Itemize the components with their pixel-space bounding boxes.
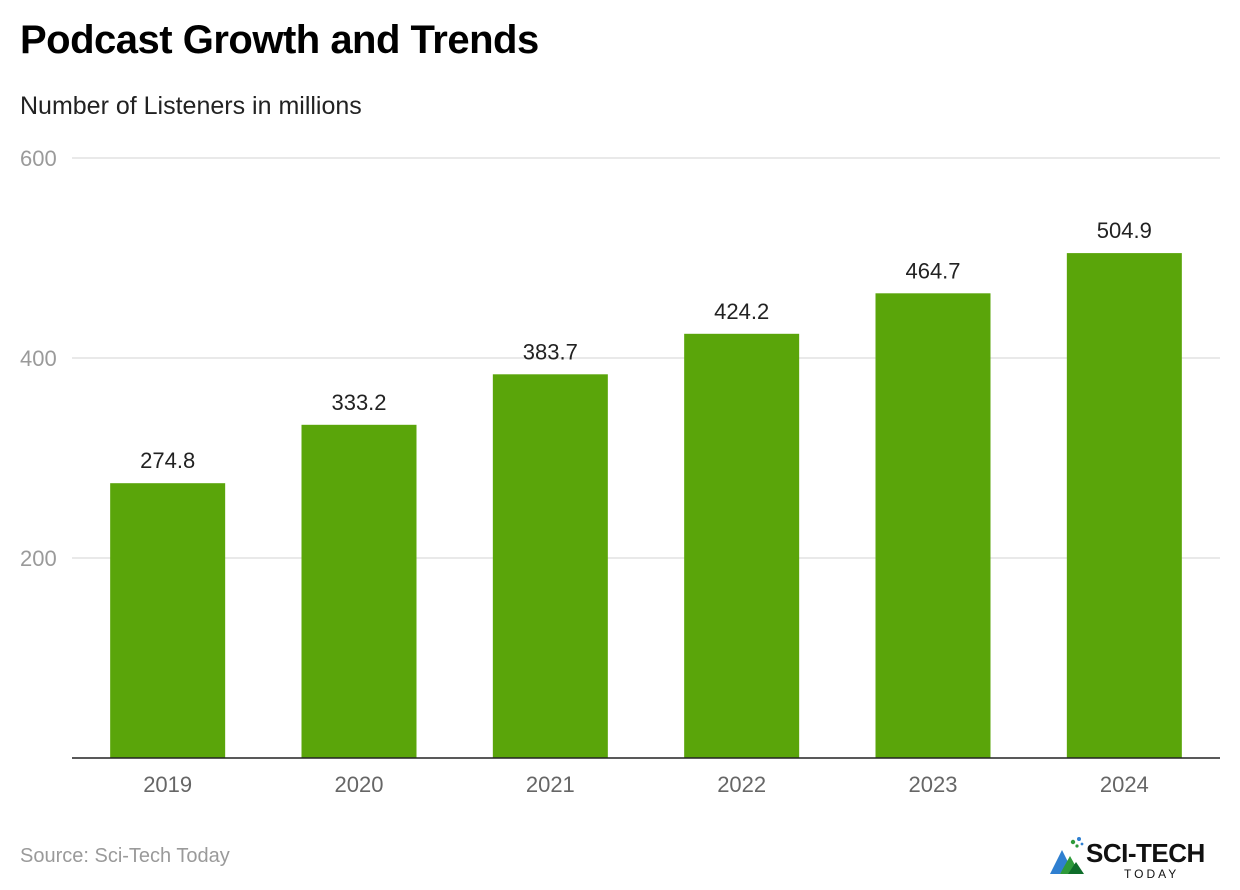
- svg-text:TODAY: TODAY: [1124, 867, 1179, 881]
- bar-2019: [110, 483, 226, 758]
- sci-tech-today-logo: SCI-TECH TODAY: [1050, 837, 1205, 881]
- x-tick-label-2020: 2020: [335, 772, 384, 797]
- svg-text:SCI-TECH: SCI-TECH: [1086, 838, 1205, 868]
- value-label-2024: 504.9: [1097, 218, 1152, 243]
- bar-2020: [301, 424, 417, 758]
- value-label-2021: 383.7: [523, 339, 578, 364]
- value-labels: 274.8 333.2 383.7 424.2 464.7 504.9: [140, 218, 1152, 473]
- chart-subtitle: Number of Listeners in millions: [20, 92, 362, 120]
- source-note: Source: Sci-Tech Today: [20, 845, 230, 867]
- y-tick-label: 200: [20, 546, 57, 571]
- grid-lines: [72, 157, 1220, 559]
- value-label-2022: 424.2: [714, 299, 769, 324]
- bar-2024: [1066, 253, 1182, 758]
- value-label-2019: 274.8: [140, 448, 195, 473]
- bar-2022: [684, 333, 800, 758]
- bar-2021: [492, 374, 608, 758]
- value-label-2020: 333.2: [331, 390, 386, 415]
- y-axis-ticks: 200 400 600: [20, 146, 57, 571]
- logo-mark-icon: [1050, 837, 1084, 874]
- x-tick-label-2022: 2022: [717, 772, 766, 797]
- x-tick-label-2021: 2021: [526, 772, 575, 797]
- value-label-2023: 464.7: [905, 258, 960, 283]
- chart-title: Podcast Growth and Trends: [20, 18, 539, 62]
- x-tick-label-2023: 2023: [909, 772, 958, 797]
- x-tick-label-2024: 2024: [1100, 772, 1149, 797]
- bar-2023: [875, 293, 991, 758]
- bar-chart: 200 400 600 274.8 333.2 383.7 424.2 464.7 504.9…: [20, 146, 1220, 797]
- x-tick-label-2019: 2019: [143, 772, 192, 797]
- bars: [110, 253, 1182, 758]
- x-axis-ticks: 2019 2020 2021 2022 2023 2024: [143, 772, 1149, 797]
- y-tick-label: 600: [20, 146, 57, 171]
- y-tick-label: 400: [20, 346, 57, 371]
